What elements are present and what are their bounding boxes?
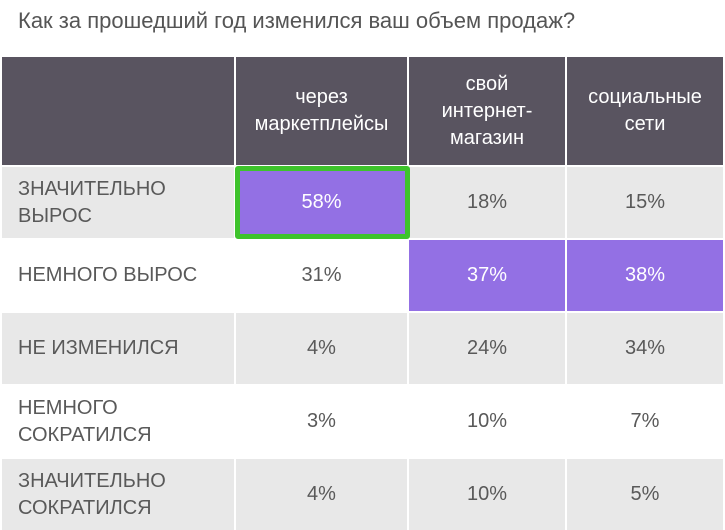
table-row: НЕМНОГО СОКРАТИЛСЯ 3% 10% 7% <box>2 384 723 457</box>
row-label-line: НЕМНОГО <box>18 396 118 419</box>
row-label-cell: НЕ ИЗМЕНИЛСЯ <box>2 311 234 384</box>
row-label-line: НЕ ИЗМЕНИЛСЯ <box>18 337 179 359</box>
highlighted-value-cell[interactable]: 37% <box>407 238 565 311</box>
column-header-line: социальные <box>588 86 702 108</box>
row-label-line: СОКРАТИЛСЯ <box>18 496 152 519</box>
sales-change-table: через маркетплейсы свой интернет- магази… <box>2 57 723 530</box>
row-label-line: ЗНАЧИТЕЛЬНО <box>18 177 166 200</box>
value-cell[interactable]: 4% <box>234 311 407 384</box>
value-cell[interactable]: 24% <box>407 311 565 384</box>
row-label-line: СОКРАТИЛСЯ <box>18 423 152 446</box>
highlighted-value-cell[interactable]: 38% <box>565 238 723 311</box>
column-header-line: через <box>295 86 348 108</box>
value-cell[interactable]: 31% <box>234 238 407 311</box>
row-label-cell: ЗНАЧИТЕЛЬНО СОКРАТИЛСЯ <box>2 457 234 530</box>
table-row: ЗНАЧИТЕЛЬНО ВЫРОС 58% 18% 15% <box>2 165 723 239</box>
corner-header-cell <box>2 57 234 165</box>
table-row: НЕ ИЗМЕНИЛСЯ 4% 24% 34% <box>2 311 723 384</box>
row-label-line: ВЫРОС <box>18 204 92 227</box>
page-title: Как за прошедший год изменился ваш объем… <box>18 8 576 33</box>
column-header-line: интернет- <box>441 99 533 122</box>
table-row: ЗНАЧИТЕЛЬНО СОКРАТИЛСЯ 4% 10% 5% <box>2 457 723 530</box>
table-body: ЗНАЧИТЕЛЬНО ВЫРОС 58% 18% 15% НЕМНОГО ВЫРОС 31… <box>2 165 723 530</box>
row-label-cell: ЗНАЧИТЕЛЬНО ВЫРОС <box>2 165 234 238</box>
value-cell[interactable]: 4% <box>234 457 407 530</box>
row-label-line: ЗНАЧИТЕЛЬНО <box>18 469 166 492</box>
value-cell[interactable]: 10% <box>407 384 565 457</box>
value-cell[interactable]: 15% <box>565 165 723 238</box>
value-cell[interactable]: 3% <box>234 384 407 457</box>
row-label-cell: НЕМНОГО СОКРАТИЛСЯ <box>2 384 234 457</box>
value-cell[interactable]: 34% <box>565 311 723 384</box>
value-cell[interactable]: 10% <box>407 457 565 530</box>
column-header-line: маркетплейсы <box>254 113 389 135</box>
column-header-line: магазин <box>449 126 524 149</box>
value-cell[interactable]: 5% <box>565 457 723 530</box>
value-cell[interactable]: 7% <box>565 384 723 457</box>
column-header-social-networks: социальные сети <box>565 57 723 165</box>
column-header-online-store: свой интернет- магазин <box>407 57 565 165</box>
header-row: через маркетплейсы свой интернет- магази… <box>2 57 723 165</box>
value-cell[interactable]: 18% <box>407 165 565 238</box>
column-header-line: сети <box>624 113 666 135</box>
column-header-line: свой <box>465 72 509 95</box>
selected-value-cell[interactable]: 58% <box>234 165 410 239</box>
table-row: НЕМНОГО ВЫРОС 31% 37% 38% <box>2 238 723 311</box>
row-label-cell: НЕМНОГО ВЫРОС <box>2 238 234 311</box>
row-label-line: НЕМНОГО ВЫРОС <box>18 264 198 286</box>
column-header-marketplaces: через маркетплейсы <box>234 57 407 165</box>
